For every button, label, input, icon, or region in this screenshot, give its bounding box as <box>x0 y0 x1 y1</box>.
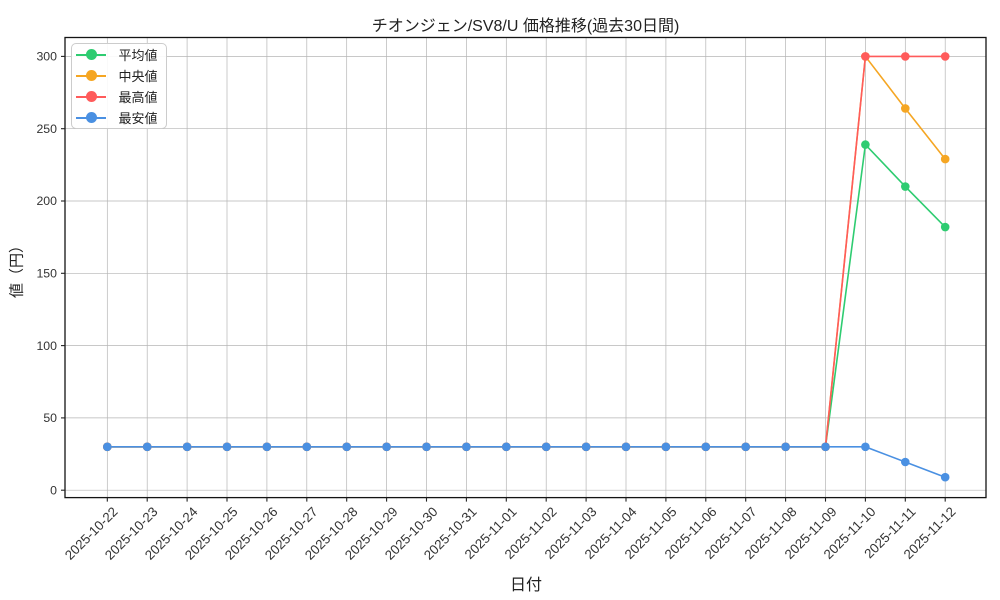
svg-text:150: 150 <box>36 267 57 281</box>
svg-text:0: 0 <box>50 483 57 497</box>
svg-text:300: 300 <box>36 50 57 64</box>
svg-text:200: 200 <box>36 194 57 208</box>
svg-text:100: 100 <box>36 339 57 353</box>
svg-text:250: 250 <box>36 122 57 136</box>
svg-text:50: 50 <box>43 411 57 425</box>
